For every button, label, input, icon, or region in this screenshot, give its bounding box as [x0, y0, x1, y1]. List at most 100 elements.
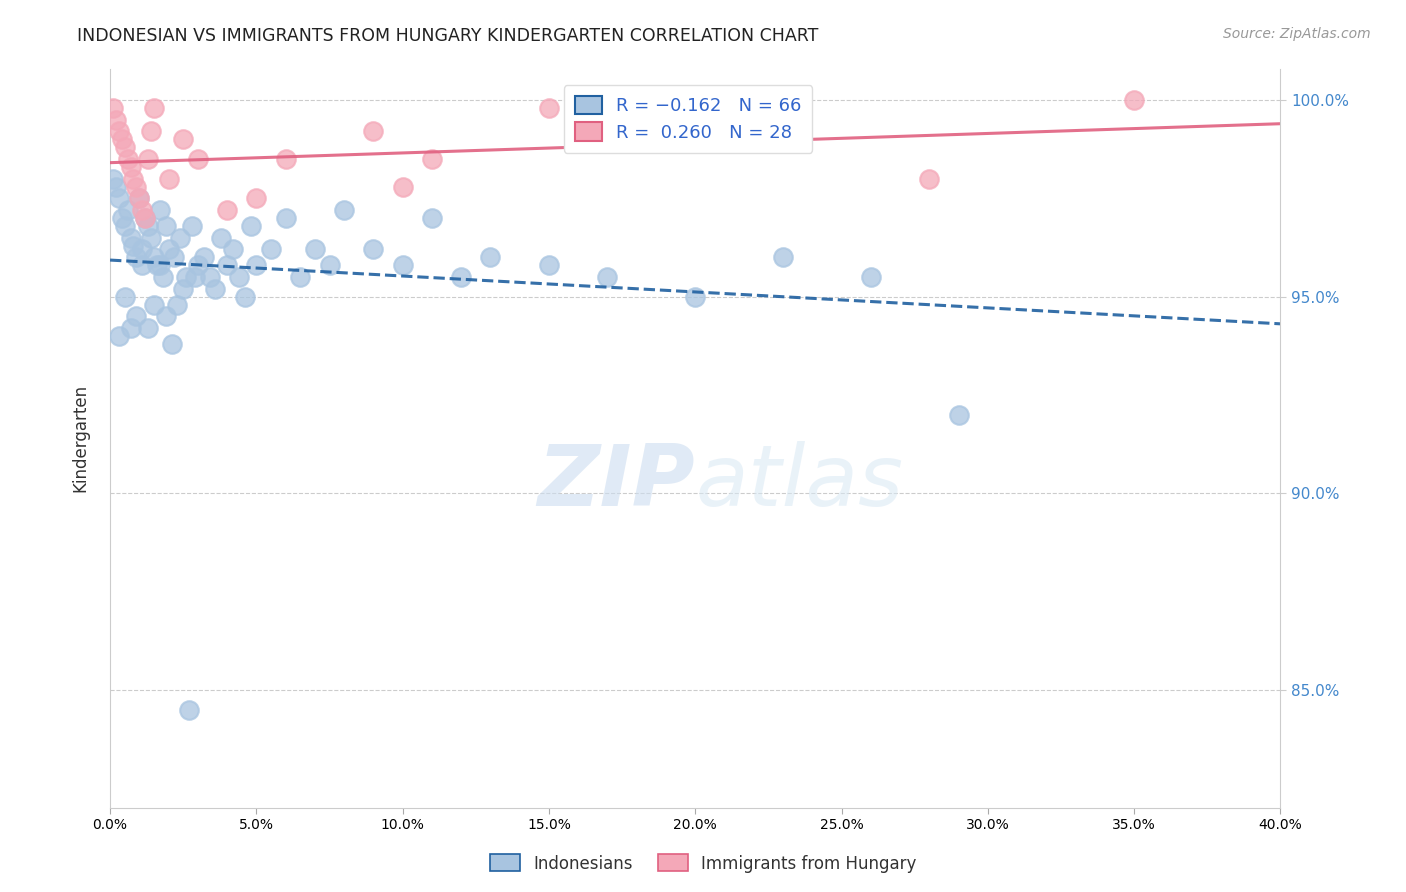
Point: [114, 290, 136, 304]
Point: [155, 219, 177, 233]
Point: [117, 152, 139, 166]
Point: [274, 152, 297, 166]
Point: [198, 270, 221, 285]
Point: [184, 270, 207, 285]
Point: [143, 250, 166, 264]
Point: [104, 112, 127, 127]
Point: [918, 171, 941, 186]
Point: [152, 270, 174, 285]
Point: [111, 132, 134, 146]
Point: [209, 230, 232, 244]
Point: [1123, 93, 1146, 107]
Point: [683, 290, 706, 304]
Point: [120, 321, 142, 335]
Point: [125, 250, 148, 264]
Point: [318, 258, 340, 272]
Point: [136, 219, 159, 233]
Point: [149, 258, 172, 272]
Point: [122, 238, 145, 252]
Point: [117, 203, 139, 218]
Point: [136, 152, 159, 166]
Point: [108, 124, 131, 138]
Y-axis label: Kindergarten: Kindergarten: [72, 384, 89, 492]
Point: [128, 191, 150, 205]
Point: [136, 321, 159, 335]
Point: [567, 124, 589, 138]
Point: [131, 258, 153, 272]
Point: [479, 250, 502, 264]
Point: [131, 203, 153, 218]
Point: [114, 219, 136, 233]
Point: [143, 297, 166, 311]
Point: [859, 270, 882, 285]
Point: [160, 336, 183, 351]
Point: [391, 179, 413, 194]
Point: [245, 258, 267, 272]
Point: [157, 243, 180, 257]
Point: [181, 219, 204, 233]
Point: [772, 250, 794, 264]
Point: [948, 408, 970, 422]
Point: [134, 211, 156, 225]
Point: [125, 310, 148, 324]
Text: atlas: atlas: [695, 442, 903, 524]
Point: [172, 282, 194, 296]
Text: ZIP: ZIP: [537, 442, 695, 524]
Point: [245, 191, 267, 205]
Point: [537, 101, 560, 115]
Point: [391, 258, 413, 272]
Text: INDONESIAN VS IMMIGRANTS FROM HUNGARY KINDERGARTEN CORRELATION CHART: INDONESIAN VS IMMIGRANTS FROM HUNGARY KI…: [77, 27, 818, 45]
Point: [157, 171, 180, 186]
Point: [222, 243, 245, 257]
Point: [128, 191, 150, 205]
Point: [104, 179, 127, 194]
Point: [101, 171, 124, 186]
Point: [193, 250, 215, 264]
Point: [596, 270, 619, 285]
Point: [146, 258, 169, 272]
Legend: Indonesians, Immigrants from Hungary: Indonesians, Immigrants from Hungary: [484, 847, 922, 880]
Point: [217, 203, 239, 218]
Point: [274, 211, 297, 225]
Point: [120, 230, 142, 244]
Point: [108, 329, 131, 343]
Point: [166, 297, 188, 311]
Point: [114, 140, 136, 154]
Point: [217, 258, 239, 272]
Point: [125, 179, 148, 194]
Text: Source: ZipAtlas.com: Source: ZipAtlas.com: [1223, 27, 1371, 41]
Point: [187, 258, 209, 272]
Point: [233, 290, 256, 304]
Point: [450, 270, 472, 285]
Point: [174, 270, 197, 285]
Point: [101, 101, 124, 115]
Point: [120, 160, 142, 174]
Point: [363, 243, 385, 257]
Point: [111, 211, 134, 225]
Point: [143, 101, 166, 115]
Point: [420, 152, 443, 166]
Point: [155, 310, 177, 324]
Point: [239, 219, 262, 233]
Point: [537, 258, 560, 272]
Point: [169, 230, 191, 244]
Point: [134, 211, 156, 225]
Point: [122, 171, 145, 186]
Point: [363, 124, 385, 138]
Point: [260, 243, 283, 257]
Point: [108, 191, 131, 205]
Point: [163, 250, 186, 264]
Point: [228, 270, 250, 285]
Legend: R = −0.162   N = 66, R =  0.260   N = 28: R = −0.162 N = 66, R = 0.260 N = 28: [564, 85, 813, 153]
Point: [290, 270, 312, 285]
Point: [204, 282, 226, 296]
Point: [304, 243, 326, 257]
Point: [139, 124, 162, 138]
Point: [177, 703, 200, 717]
Point: [139, 230, 162, 244]
Point: [149, 203, 172, 218]
Point: [420, 211, 443, 225]
Point: [333, 203, 356, 218]
Point: [131, 243, 153, 257]
Point: [172, 132, 194, 146]
